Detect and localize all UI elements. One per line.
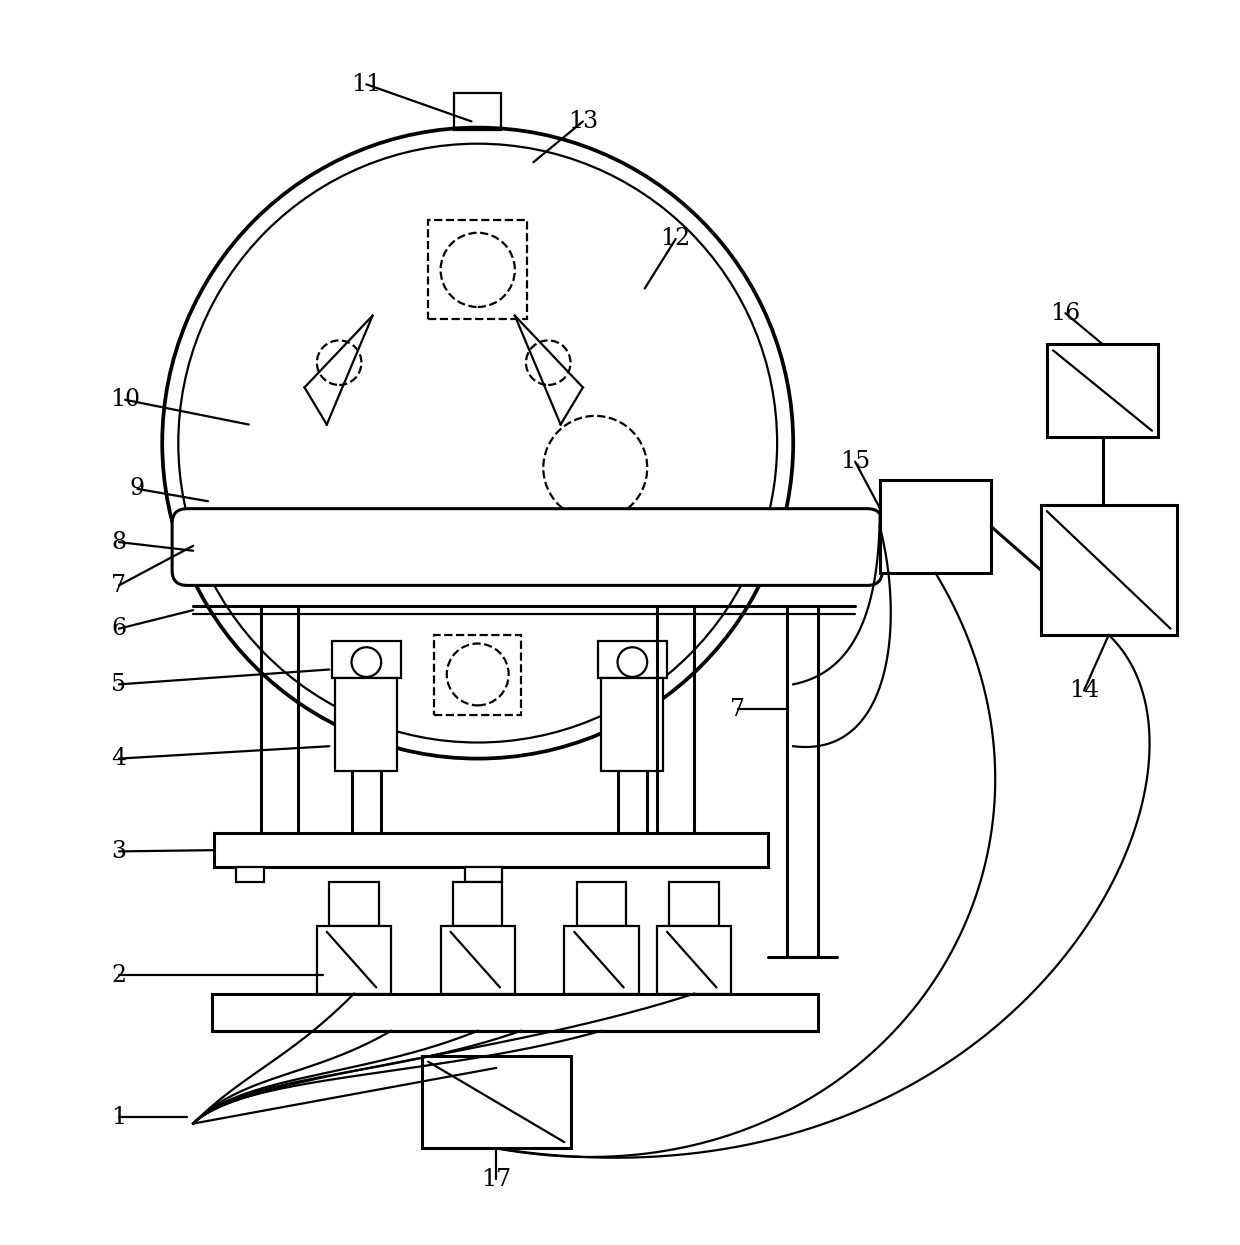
Bar (577, 883, 626, 925)
Bar (422, 1056, 570, 1148)
Bar (1040, 505, 1177, 635)
Bar (237, 868, 264, 883)
Bar (434, 635, 521, 716)
Bar (440, 925, 515, 994)
Text: 11: 11 (351, 72, 382, 96)
Text: 17: 17 (481, 1168, 511, 1190)
Text: 10: 10 (110, 388, 140, 411)
Bar (564, 925, 639, 994)
Text: 5: 5 (112, 672, 126, 696)
Text: 7: 7 (730, 697, 745, 721)
Text: 8: 8 (112, 530, 126, 554)
Bar (465, 868, 502, 883)
Bar (332, 641, 401, 679)
FancyBboxPatch shape (172, 509, 883, 585)
Text: 13: 13 (568, 110, 598, 133)
Bar (657, 925, 732, 994)
Text: 9: 9 (130, 477, 145, 500)
Bar (453, 883, 502, 925)
Bar (317, 925, 391, 994)
Text: 2: 2 (112, 964, 126, 986)
Bar (336, 679, 397, 771)
Text: 14: 14 (1069, 679, 1099, 702)
Text: 4: 4 (112, 747, 126, 771)
Text: 12: 12 (661, 228, 691, 250)
Bar (330, 883, 378, 925)
Text: 3: 3 (112, 840, 126, 863)
Bar (428, 220, 527, 320)
Text: 16: 16 (1050, 301, 1080, 325)
Bar (454, 93, 501, 129)
Bar (212, 994, 818, 1031)
Bar (880, 481, 991, 573)
Text: 1: 1 (112, 1106, 126, 1129)
Text: 7: 7 (112, 574, 126, 596)
Bar (670, 883, 719, 925)
Bar (187, 523, 868, 570)
Bar (1047, 344, 1158, 437)
Bar (601, 679, 663, 771)
Bar (215, 833, 769, 868)
Bar (598, 641, 667, 679)
Text: 15: 15 (839, 451, 870, 473)
Text: 6: 6 (112, 618, 126, 640)
